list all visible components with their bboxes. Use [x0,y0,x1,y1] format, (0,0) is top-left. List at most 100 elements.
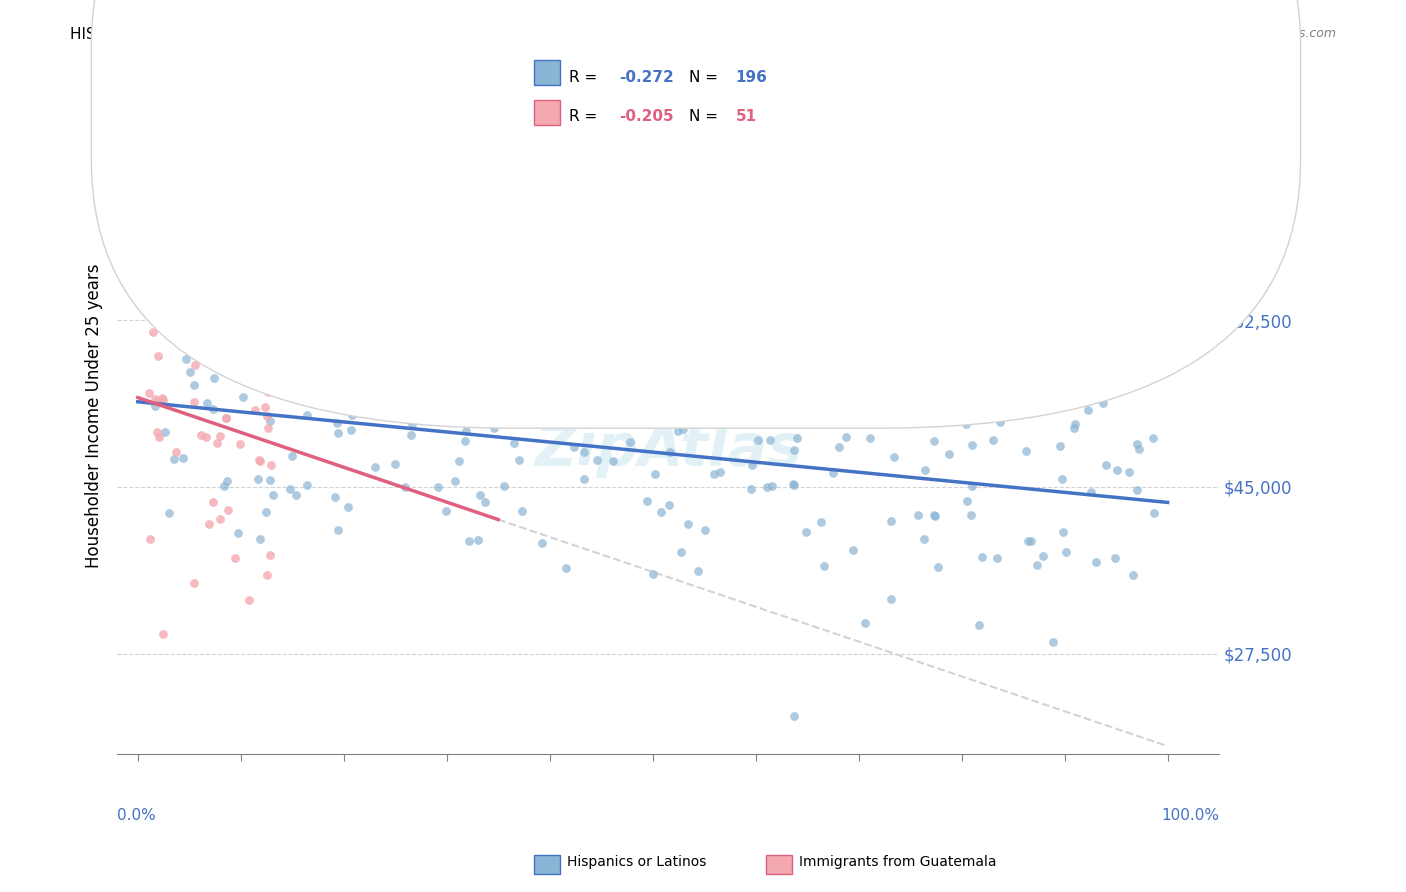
Point [502,436,524,450]
Point [301,367,323,381]
Point [339,423,361,437]
Point [384,385,406,400]
Point [782,443,804,458]
Point [384,457,406,471]
Point [184,307,207,321]
Point [394,480,416,494]
Text: HISPANIC OR LATINO VS IMMIGRANTS FROM GUATEMALA HOUSEHOLDER INCOME UNDER 25 YEAR: HISPANIC OR LATINO VS IMMIGRANTS FROM GU… [70,27,1002,42]
Point [572,445,595,459]
Point [960,508,983,523]
Point [420,411,443,425]
Point [758,433,780,447]
Point [215,410,238,425]
Point [454,434,477,448]
Point [1126,437,1149,451]
Point [413,141,436,155]
Point [247,298,270,312]
Point [1095,458,1118,472]
Point [447,454,470,468]
Point [787,414,810,428]
Point [363,460,385,475]
Point [153,425,176,440]
Point [859,431,882,445]
Point [340,408,363,422]
Point [747,433,769,447]
Point [907,508,929,522]
Point [146,425,169,440]
Point [1104,550,1126,565]
Point [1125,483,1147,497]
Point [659,445,682,459]
Point [353,370,375,384]
Point [138,385,160,400]
Point [1025,558,1047,572]
Point [922,434,945,448]
Text: ZipAtlas: ZipAtlas [534,421,803,478]
Point [259,548,281,562]
Point [658,498,681,512]
Point [828,441,851,455]
Point [482,421,505,435]
Point [322,339,344,353]
Point [468,400,491,414]
Point [956,494,979,508]
Point [782,477,804,491]
Point [756,480,779,494]
Point [457,533,479,548]
Point [434,504,457,518]
Point [368,385,391,400]
Point [222,327,245,342]
Point [686,564,709,578]
Point [740,482,762,496]
Point [249,532,271,546]
Point [236,367,259,381]
Point [259,383,281,397]
Point [810,516,832,530]
Point [205,435,228,450]
Point [772,409,794,424]
Point [640,385,662,400]
Point [969,617,991,632]
Point [152,392,174,407]
Point [683,370,706,384]
Point [202,494,225,508]
Point [883,450,905,464]
Point [572,472,595,486]
Point [512,400,534,414]
Point [672,422,695,436]
Point [834,429,856,443]
Point [786,431,808,445]
Point [562,440,585,454]
Point [231,344,253,359]
Point [381,384,404,398]
Point [914,462,936,476]
Point [1098,364,1121,378]
Point [253,375,276,389]
Point [508,453,530,467]
Point [555,560,578,574]
Point [183,395,205,409]
Point [531,535,554,549]
Point [666,424,689,438]
Point [970,550,993,565]
Point [260,458,283,472]
Point [433,292,456,306]
Point [1107,463,1129,477]
Point [823,467,845,481]
Point [209,512,232,526]
Point [202,371,225,385]
Point [1049,439,1071,453]
Point [794,524,817,539]
Point [259,414,281,428]
Text: Source: ZipAtlas.com: Source: ZipAtlas.com [1202,27,1336,40]
Point [190,350,212,364]
Point [247,472,270,486]
Point [328,523,350,537]
Text: -0.272: -0.272 [619,70,673,85]
Point [281,449,304,463]
Point [259,474,281,488]
Point [183,358,205,372]
Point [501,354,523,368]
Point [201,291,224,305]
Point [1128,442,1150,457]
